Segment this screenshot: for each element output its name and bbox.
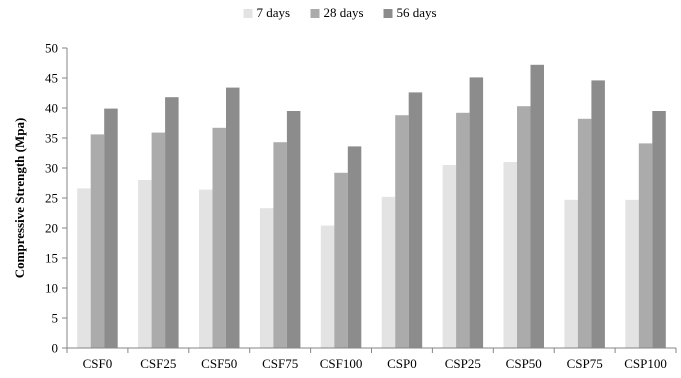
legend: 7 days 28 days 56 days xyxy=(243,5,437,20)
bar xyxy=(273,142,287,348)
x-category-label: CSF0 xyxy=(83,356,113,371)
bar xyxy=(77,188,91,348)
y-tick-label: 40 xyxy=(45,101,58,116)
x-category-label: CSP0 xyxy=(387,356,417,371)
x-category-label: CSP100 xyxy=(624,356,667,371)
bar xyxy=(334,172,348,348)
x-category-label: CSF50 xyxy=(201,356,237,371)
bar xyxy=(199,189,213,348)
y-tick-label: 25 xyxy=(45,191,58,206)
x-category-label: CSP75 xyxy=(567,356,603,371)
bar xyxy=(138,180,152,348)
bar xyxy=(226,87,240,348)
y-tick-label: 0 xyxy=(52,341,59,356)
bar xyxy=(395,115,409,348)
bar xyxy=(212,127,226,348)
bar xyxy=(442,165,457,348)
bar xyxy=(381,196,396,348)
bar xyxy=(104,108,118,348)
bar xyxy=(564,199,578,348)
y-axis-title: Compressive Strength (Mpa) xyxy=(12,118,27,279)
y-tick-label: 5 xyxy=(52,311,59,326)
bar xyxy=(408,92,423,349)
x-category-label: CSF75 xyxy=(262,356,298,371)
legend-label: 56 days xyxy=(397,5,437,20)
bar xyxy=(347,146,362,348)
bar xyxy=(530,64,544,349)
bar xyxy=(165,97,179,348)
y-tick-label: 50 xyxy=(45,41,58,56)
legend-label: 28 days xyxy=(324,5,364,20)
bars xyxy=(77,64,666,349)
y-tick-label: 45 xyxy=(45,71,58,86)
y-axis: 0 5 10 15 20 25 30 35 40 45 50 xyxy=(45,41,68,356)
bar xyxy=(469,77,484,349)
x-category-label: CSP50 xyxy=(506,356,542,371)
y-tick-label: 10 xyxy=(45,281,58,296)
x-category-label: CSF25 xyxy=(140,356,176,371)
bar xyxy=(625,199,639,348)
legend-label: 7 days xyxy=(257,5,291,20)
bar xyxy=(259,208,274,348)
bar xyxy=(151,132,166,348)
bar xyxy=(456,112,470,348)
bar xyxy=(90,134,105,348)
legend-swatch xyxy=(310,9,320,18)
bar xyxy=(652,111,666,348)
x-category-label: CSP25 xyxy=(445,356,481,371)
bar xyxy=(517,106,531,348)
y-tick-label: 15 xyxy=(45,251,58,266)
bar xyxy=(320,225,335,348)
bar xyxy=(591,80,605,349)
y-tick-label: 35 xyxy=(45,131,58,146)
bar xyxy=(286,111,301,348)
legend-swatch xyxy=(383,9,393,18)
y-tick-label: 20 xyxy=(45,221,58,236)
y-tick-label: 30 xyxy=(45,161,58,176)
bar xyxy=(503,162,517,348)
x-axis: CSF0 CSF25 CSF50 CSF75 CSF100 CSP0 CSP25 CSP50 C… xyxy=(66,347,677,371)
bar xyxy=(577,118,592,348)
bar xyxy=(638,143,653,348)
legend-swatch xyxy=(243,9,253,18)
x-category-label: CSF100 xyxy=(320,356,363,371)
